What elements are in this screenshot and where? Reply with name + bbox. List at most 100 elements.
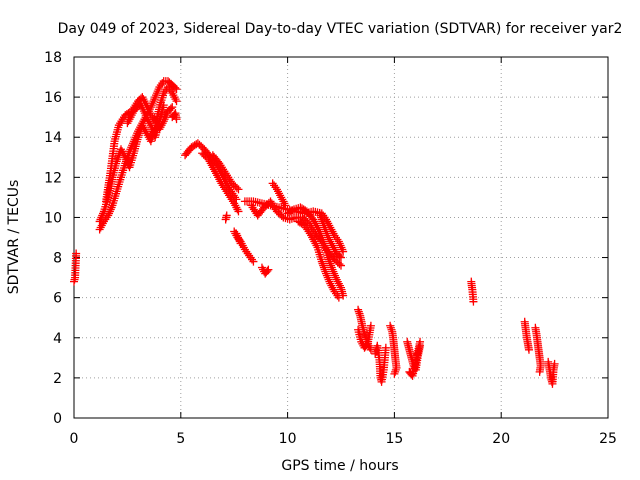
data-point: [354, 307, 363, 316]
data-point: [204, 155, 213, 164]
data-point: [207, 161, 216, 170]
data-point: [278, 195, 287, 204]
data-point: [386, 323, 395, 332]
data-point: [307, 231, 316, 240]
data-point: [324, 253, 333, 262]
chart-title: Day 049 of 2023, Sidereal Day-to-day VTE…: [58, 21, 623, 37]
data-point: [209, 165, 218, 174]
data-point: [309, 235, 318, 244]
data-point: [245, 251, 254, 260]
data-point: [138, 93, 147, 102]
data-point: [217, 163, 226, 172]
data-point: [242, 247, 251, 256]
data-point: [317, 257, 326, 266]
y-tick-label: 10: [44, 210, 62, 226]
data-point: [319, 237, 328, 246]
data-point: [107, 203, 116, 212]
data-point: [138, 121, 147, 130]
y-tick-label: 8: [53, 251, 62, 267]
data-point: [150, 95, 159, 104]
axis-ticks: 0 5 10 15 20 25 0 2 4 6 8 10 12 14 16 18: [44, 50, 617, 447]
data-point: [98, 211, 107, 220]
data-point: [322, 269, 331, 278]
data-point: [329, 285, 338, 294]
data-point: [138, 103, 147, 112]
data-point: [355, 309, 364, 318]
data-point: [257, 263, 266, 272]
data-point: [121, 153, 130, 162]
data-point: [322, 229, 331, 238]
data-point: [275, 189, 284, 198]
y-tick-label: 14: [44, 130, 62, 146]
data-point: [223, 189, 232, 198]
y-tick-label: 18: [44, 50, 62, 66]
data-point: [233, 231, 242, 240]
data-point: [366, 321, 375, 330]
data-point: [247, 201, 256, 210]
data-point: [263, 266, 272, 275]
data-point: [310, 237, 319, 246]
data-point: [315, 209, 324, 218]
data-point: [169, 91, 178, 100]
data-point: [321, 267, 330, 276]
data-point: [144, 117, 153, 126]
data-point: [317, 213, 326, 222]
data-point: [240, 245, 249, 254]
data-point: [324, 255, 333, 264]
data-point: [321, 225, 330, 234]
data-point: [171, 83, 180, 92]
data-point: [221, 185, 230, 194]
y-tick-label: 6: [53, 291, 62, 307]
data-point: [120, 151, 129, 160]
data-point: [139, 123, 148, 132]
data-point: [310, 217, 319, 226]
data-point: [166, 87, 175, 96]
data-point: [97, 221, 106, 230]
data-point: [135, 129, 144, 138]
data-point: [318, 235, 327, 244]
data-point: [279, 197, 288, 206]
plot-frame: [73, 56, 609, 419]
data-point: [114, 121, 123, 130]
data-point: [331, 271, 340, 280]
data-point: [220, 167, 229, 176]
data-point: [216, 161, 225, 170]
data-point: [145, 119, 154, 128]
data-point: [239, 243, 248, 252]
data-point: [391, 367, 400, 376]
y-tick-label: 0: [53, 411, 62, 427]
data-point: [416, 337, 425, 346]
data-point: [142, 113, 151, 122]
data-point: [230, 199, 239, 208]
data-point: [148, 99, 157, 108]
data-point: [172, 97, 181, 106]
data-point: [232, 229, 241, 238]
data-point: [318, 259, 327, 268]
data-point: [243, 249, 252, 258]
data-point: [224, 173, 233, 182]
data-point: [335, 260, 344, 269]
data-point: [327, 239, 336, 248]
data-point: [139, 107, 148, 116]
data-point: [137, 101, 146, 110]
data-point: [329, 229, 338, 238]
data-point: [222, 171, 231, 180]
data-point: [119, 149, 128, 158]
data-point: [390, 369, 399, 378]
data-point: [319, 219, 328, 228]
data-point: [362, 341, 371, 350]
data-point: [357, 337, 366, 346]
data-point: [319, 263, 328, 272]
data-point: [118, 115, 127, 124]
data-point: [141, 127, 150, 136]
data-point: [324, 275, 333, 284]
data-point: [206, 159, 215, 168]
data-point: [325, 257, 334, 266]
data-point: [152, 89, 161, 98]
y-tick-label: 4: [53, 331, 62, 347]
x-tick-label: 10: [279, 431, 297, 447]
data-point: [148, 125, 157, 134]
data-point: [118, 147, 127, 156]
data-point: [280, 199, 289, 208]
data-point: [162, 111, 171, 120]
